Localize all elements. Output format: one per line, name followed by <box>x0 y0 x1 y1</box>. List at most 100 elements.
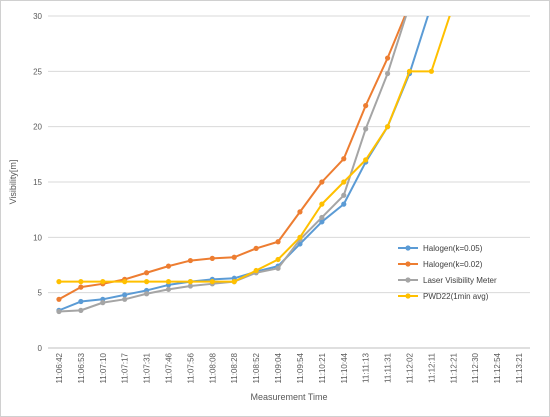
data-point <box>319 201 325 207</box>
x-tick-label: 11:09:04 <box>274 352 283 383</box>
legend-label: Laser Visibility Meter <box>423 276 497 285</box>
y-tick-label: 10 <box>33 233 42 242</box>
data-point <box>122 296 128 302</box>
data-point <box>143 279 150 285</box>
data-point <box>253 267 259 274</box>
series-line <box>58 16 451 283</box>
data-point <box>297 209 303 215</box>
series-1 <box>56 16 407 302</box>
x-tick-label: 11:10:21 <box>318 352 327 383</box>
x-tick-labels: 11:06:42 11:06:53 11:07:10 11:07:17 11:07:31… <box>55 352 524 383</box>
y-tick-label: 25 <box>33 67 42 76</box>
y-tick-label: 0 <box>38 344 43 353</box>
y-tick-label: 5 <box>38 289 43 298</box>
x-tick-label: 11:12:02 <box>406 352 415 383</box>
data-point <box>56 279 62 285</box>
data-point <box>341 201 347 207</box>
legend-label: Halogen(k=0.05) <box>423 244 483 253</box>
series-line <box>58 16 408 313</box>
x-tick-label: 11:12:54 <box>493 352 502 383</box>
series-line <box>58 16 429 312</box>
x-tick-label: 11:08:28 <box>230 352 239 383</box>
data-point <box>78 279 84 285</box>
data-point <box>363 157 369 163</box>
data-point <box>165 263 172 269</box>
data-point <box>209 279 215 285</box>
x-tick-label: 11:07:46 <box>165 352 174 383</box>
x-tick-label: 11:08:08 <box>208 352 217 383</box>
x-tick-label: 11:07:17 <box>121 352 130 383</box>
x-tick-label: 11:09:54 <box>296 352 305 383</box>
data-point <box>275 256 281 263</box>
data-point <box>78 284 84 290</box>
data-point <box>319 219 325 225</box>
x-tick-label: 11:06:53 <box>77 352 86 383</box>
data-point <box>384 124 391 130</box>
data-point <box>165 286 172 292</box>
data-point <box>319 214 325 221</box>
x-tick-label: 11:07:10 <box>99 352 108 383</box>
data-point <box>428 68 435 74</box>
data-point <box>165 279 172 285</box>
x-tick-label: 11:06:42 <box>55 352 64 383</box>
legend-swatch-marker <box>405 293 411 299</box>
data-point <box>253 245 259 251</box>
data-point <box>297 234 303 240</box>
legend-item: Halogen(k=0.02) <box>398 260 483 269</box>
data-point <box>100 279 106 285</box>
legend-label: PWD22(1min avg) <box>423 292 489 301</box>
data-point <box>275 239 281 245</box>
data-point <box>78 307 84 313</box>
data-point <box>231 254 237 260</box>
y-tick-labels: 0 5 10 15 20 25 30 <box>33 12 42 353</box>
x-tick-label: 11:11:13 <box>362 352 371 383</box>
x-tick-label: 11:13:21 <box>515 352 524 383</box>
y-axis-title: Visibility[m] <box>8 160 18 205</box>
series-lines <box>56 16 451 315</box>
legend-item: Halogen(k=0.05) <box>398 244 483 253</box>
data-point <box>363 126 369 132</box>
data-point <box>384 55 391 61</box>
legend-swatch-marker <box>405 261 411 267</box>
y-tick-label: 15 <box>33 178 42 187</box>
data-point <box>384 70 391 77</box>
legend: Halogen(k=0.05) Halogen(k=0.02) Laser Visi… <box>398 244 497 301</box>
x-tick-label: 11:12:11 <box>427 352 436 383</box>
legend-swatch-marker <box>405 277 411 283</box>
data-point <box>187 283 194 289</box>
x-tick-label: 11:07:31 <box>143 352 152 383</box>
data-point <box>143 291 150 297</box>
data-point <box>100 300 106 306</box>
data-point <box>363 103 369 109</box>
x-tick-label: 11:07:56 <box>186 352 195 383</box>
legend-swatch-marker <box>405 245 411 251</box>
data-point <box>231 279 237 285</box>
legend-label: Halogen(k=0.02) <box>423 260 483 269</box>
legend-item: PWD22(1min avg) <box>398 292 489 301</box>
series-2 <box>56 16 408 315</box>
data-point <box>406 68 413 74</box>
series-3 <box>56 16 451 285</box>
data-point <box>56 296 62 302</box>
data-point <box>78 298 84 305</box>
series-0 <box>56 16 429 313</box>
data-point <box>319 179 325 185</box>
data-point <box>275 265 281 271</box>
data-point <box>122 292 128 298</box>
x-tick-label: 11:10:44 <box>340 352 349 383</box>
data-point <box>187 257 194 264</box>
data-point <box>209 255 215 261</box>
data-point <box>341 156 347 162</box>
data-point <box>187 279 194 285</box>
x-tick-label: 11:12:21 <box>449 352 458 383</box>
data-point <box>341 179 347 185</box>
y-tick-label: 20 <box>33 123 42 132</box>
y-tick-label: 30 <box>33 12 42 21</box>
x-tick-label: 11:12:30 <box>471 352 480 383</box>
x-axis-title: Measurement Time <box>250 392 327 402</box>
data-point <box>122 279 128 285</box>
data-point <box>143 270 150 276</box>
legend-item: Laser Visibility Meter <box>398 276 497 285</box>
data-point <box>341 192 347 198</box>
